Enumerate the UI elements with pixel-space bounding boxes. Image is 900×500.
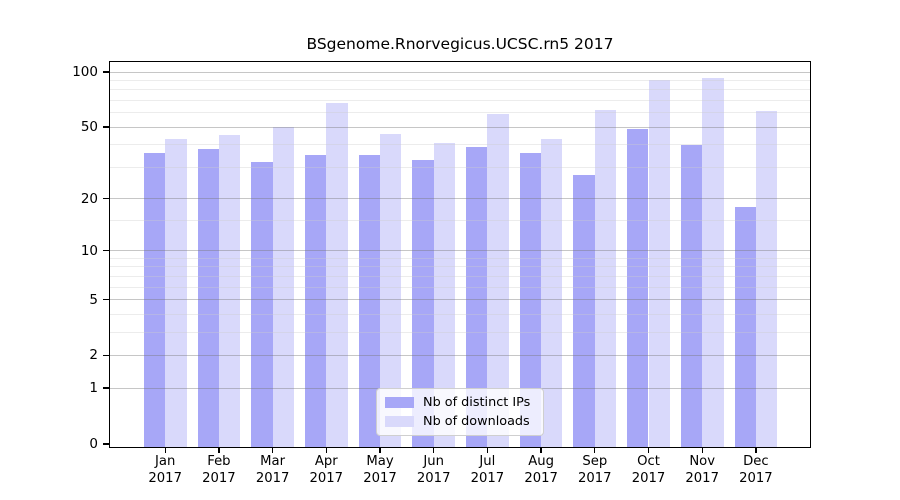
- gridline-major: [110, 71, 810, 73]
- gridline-minor: [110, 89, 810, 91]
- gridline-minor: [110, 112, 810, 114]
- gridline-minor: [110, 166, 810, 168]
- gridline-minor: [110, 99, 810, 101]
- y-tick-label: 1: [89, 380, 98, 397]
- legend-swatch: [385, 416, 414, 427]
- chart-title: BSgenome.Rnorvegicus.UCSC.rn5 2017: [306, 35, 614, 53]
- legend-item-distinct-ips: Nb of distinct IPs: [385, 395, 535, 410]
- x-tick: [379, 447, 381, 453]
- x-tick: [594, 447, 596, 453]
- x-tick-label: Mar 2017: [255, 454, 290, 486]
- x-tick: [486, 447, 489, 453]
- bar-downloads-mar: [272, 127, 294, 447]
- bar-distinct-ips-oct: [627, 128, 649, 447]
- gridline-minor: [110, 144, 810, 146]
- y-tick: [103, 298, 110, 301]
- x-tick-label: Jul 2017: [470, 454, 505, 486]
- gridline-minor: [110, 266, 810, 268]
- bar-distinct-ips-dec: [734, 206, 756, 447]
- x-tick: [164, 447, 166, 453]
- x-tick: [218, 447, 220, 453]
- gridline-major: [110, 198, 810, 200]
- x-tick: [325, 447, 327, 453]
- x-tick-label: Jun 2017: [416, 454, 451, 486]
- x-tick-label: Sep 2017: [578, 454, 612, 486]
- bar-distinct-ips-feb: [197, 148, 219, 447]
- y-tick: [103, 354, 110, 357]
- gridline-minor: [110, 286, 810, 288]
- bar-distinct-ips-apr: [304, 155, 327, 447]
- bar-distinct-ips-jan: [143, 152, 166, 447]
- y-tick-label: 0: [89, 436, 98, 452]
- bar-downloads-apr: [326, 102, 348, 447]
- x-tick-label: Feb 2017: [202, 454, 236, 486]
- y-tick-label: 100: [72, 64, 98, 80]
- bar-downloads-jun: [433, 142, 456, 447]
- bar-downloads-feb: [218, 135, 241, 447]
- x-tick-label: May 2017: [363, 454, 397, 486]
- y-tick-label: 10: [80, 242, 98, 259]
- bar-distinct-ips-mar: [251, 162, 273, 447]
- y-tick: [103, 126, 110, 128]
- gridline-major: [110, 354, 810, 356]
- x-tick: [540, 447, 542, 453]
- bar-distinct-ips-aug: [519, 152, 542, 447]
- gridline-minor: [110, 79, 810, 81]
- x-tick-label: Apr 2017: [309, 454, 344, 486]
- x-tick-label: Aug 2017: [524, 454, 558, 486]
- x-tick: [755, 447, 757, 453]
- bar-downloads-dec: [755, 111, 778, 447]
- y-tick: [103, 387, 110, 389]
- x-tick-label: Dec 2017: [739, 454, 773, 486]
- legend-item-downloads: Nb of downloads: [385, 414, 535, 429]
- plot-area: 0 1 2 5 10 20 50 100 Jan 2017 Feb 2017 Mar 2017 Apr 201…: [72, 61, 811, 486]
- legend-label: Nb of downloads: [423, 414, 530, 429]
- gridline-minor: [110, 275, 810, 277]
- bar-distinct-ips-jul: [466, 146, 488, 447]
- bar-downloads-nov: [702, 77, 724, 447]
- gridline-major: [110, 250, 810, 252]
- legend: Nb of distinct IPs Nb of downloads: [376, 388, 544, 436]
- x-tick-label: Jan 2017: [148, 454, 182, 486]
- bar-downloads-jul: [487, 113, 509, 447]
- y-tick: [103, 197, 110, 200]
- legend-label: Nb of distinct IPs: [423, 395, 531, 410]
- x-tick-label: Nov 2017: [685, 454, 719, 486]
- bar-downloads-aug: [541, 138, 563, 447]
- y-tick-label: 50: [80, 119, 98, 136]
- y-tick-label: 5: [89, 291, 98, 308]
- gridline-major: [110, 299, 810, 301]
- x-tick-label: Oct 2017: [631, 454, 666, 486]
- axis-layer: 0 1 2 5 10 20 50 100 Jan 2017 Feb 2017 Mar 2017 Apr 201…: [72, 62, 810, 486]
- y-tick-label: 2: [89, 347, 98, 364]
- bar-downloads-jan: [165, 138, 187, 447]
- y-tick: [103, 250, 110, 252]
- y-tick: [103, 443, 110, 445]
- bar-downloads-may: [380, 133, 402, 447]
- gridline-minor: [110, 313, 810, 315]
- bar-distinct-ips-jun: [412, 159, 434, 447]
- x-tick: [433, 447, 435, 453]
- gridline-minor: [110, 331, 810, 333]
- gridline-major: [110, 126, 810, 128]
- bar-distinct-ips-sep: [573, 175, 595, 447]
- x-tick: [271, 447, 274, 453]
- x-tick: [647, 447, 650, 453]
- bars-layer: [110, 62, 810, 447]
- bar-distinct-ips-may: [358, 155, 380, 447]
- y-tick-label: 20: [80, 190, 98, 207]
- y-tick: [103, 71, 110, 73]
- bar-downloads-sep: [594, 110, 617, 447]
- x-tick: [701, 447, 703, 453]
- bar-downloads-oct: [648, 80, 670, 447]
- legend-swatch: [385, 397, 414, 408]
- gridline-minor: [110, 220, 810, 222]
- gridline-minor: [110, 257, 810, 259]
- bar-distinct-ips-nov: [680, 144, 703, 447]
